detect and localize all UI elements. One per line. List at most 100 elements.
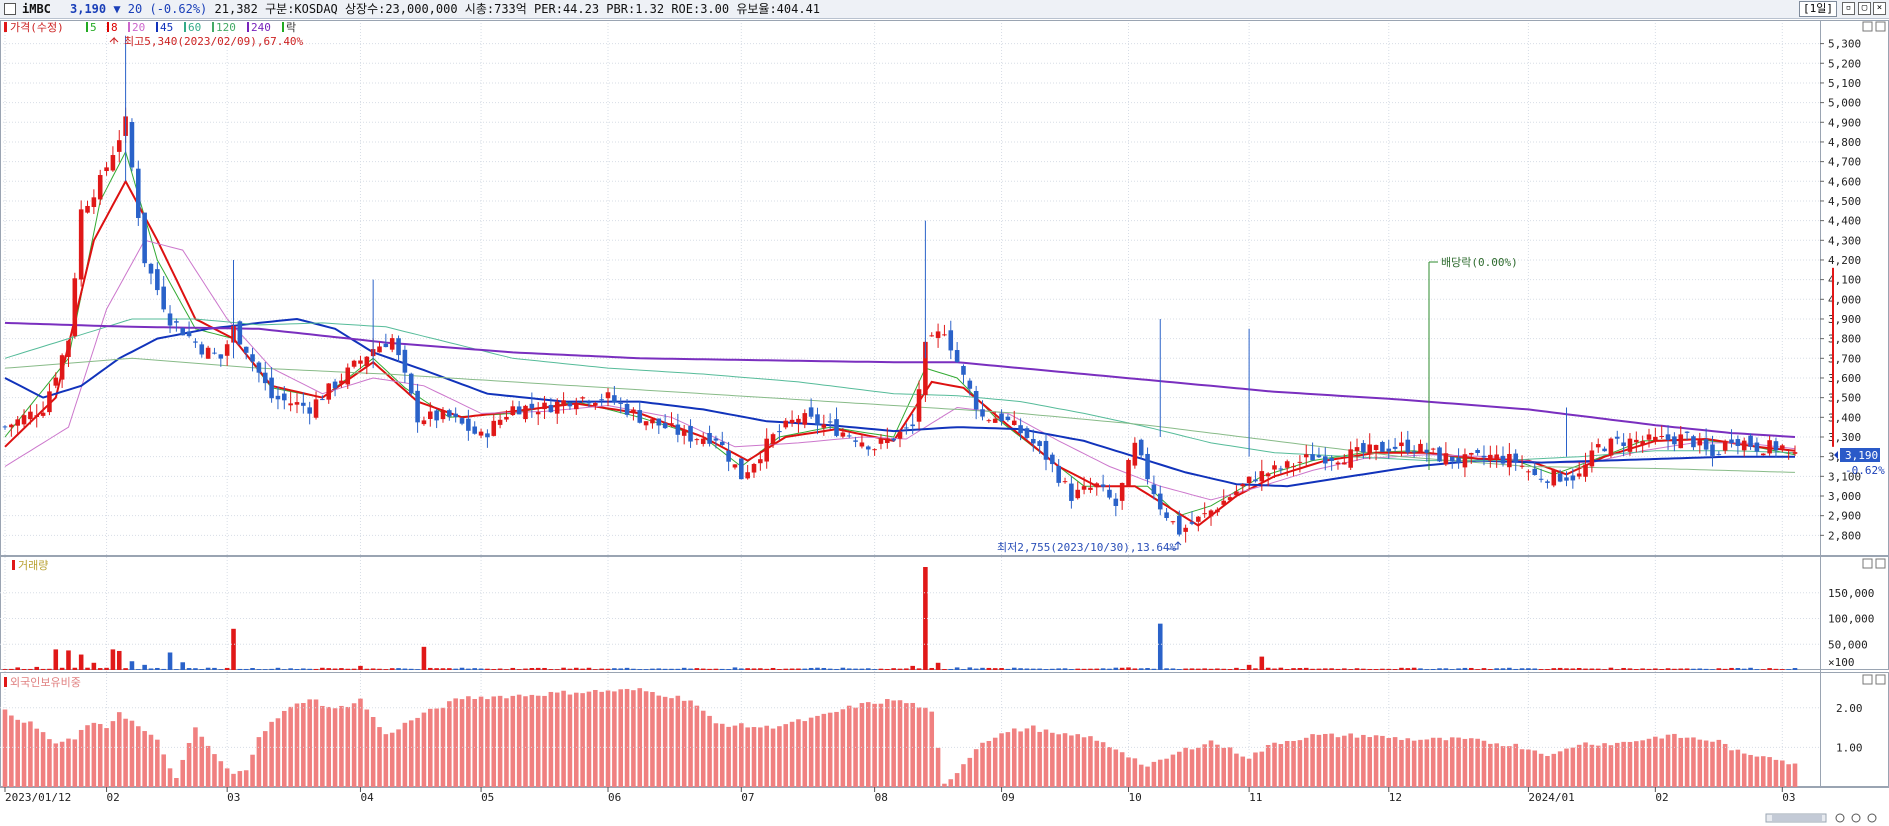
candle — [97, 169, 103, 205]
volume-bar — [1062, 668, 1068, 670]
foreign-bar — [618, 689, 623, 787]
candle — [694, 438, 700, 445]
candle — [827, 413, 833, 429]
volume-bar — [1265, 667, 1271, 670]
panel-close-icon[interactable] — [1875, 674, 1886, 685]
foreign-ownership-bars — [2, 688, 1798, 787]
volume-bar — [986, 667, 992, 670]
foreign-bar — [123, 718, 128, 787]
candle — [1196, 515, 1201, 532]
volume-bar — [199, 669, 205, 670]
panel-controls[interactable] — [1832, 21, 1886, 685]
foreign-bar — [186, 742, 192, 787]
maximize-icon[interactable]: ▢ — [1858, 2, 1871, 15]
foreign-bar — [1760, 756, 1766, 787]
y-tick-label: 4,400 — [1828, 215, 1861, 228]
volume-bar — [383, 669, 389, 670]
candle — [764, 428, 769, 469]
foreign-bar — [1468, 738, 1474, 787]
volume-bar — [980, 667, 985, 670]
volume-bar — [1602, 669, 1607, 670]
volume-bar — [675, 668, 681, 670]
volume-bar — [1278, 667, 1284, 670]
foreign-bar — [377, 727, 382, 787]
volume-bar — [1284, 668, 1290, 670]
volume-bar — [783, 668, 789, 670]
panel-maximize-icon[interactable] — [1862, 21, 1873, 32]
foreign-bar — [1754, 756, 1760, 787]
volume-bar — [53, 649, 59, 670]
candle — [415, 383, 420, 433]
candle — [1088, 477, 1093, 494]
volume-bar — [1564, 668, 1569, 670]
foreign-bar — [1780, 760, 1785, 787]
period-selector[interactable]: [1일] — [1799, 1, 1837, 17]
candle — [1392, 438, 1398, 452]
candle — [1107, 484, 1112, 500]
candle — [954, 342, 960, 364]
candle — [1646, 428, 1652, 448]
ma-line-8 — [4, 179, 1796, 527]
candle — [1259, 459, 1265, 491]
volume-bar — [954, 667, 960, 670]
volume-bar — [1481, 668, 1487, 670]
candle — [1399, 431, 1404, 457]
candle — [1132, 437, 1138, 469]
panel-close-icon[interactable] — [1875, 21, 1886, 32]
y-tick-label: 3,300 — [1828, 431, 1861, 444]
foreign-bar — [929, 711, 935, 787]
x-tick-label: 2024/01 — [1528, 791, 1574, 804]
candle — [1208, 509, 1214, 526]
candle — [1748, 433, 1753, 450]
legend-ma-label: 5 — [90, 21, 97, 34]
candle — [1278, 465, 1284, 474]
candle — [1005, 414, 1011, 422]
foreign-bar — [1259, 751, 1265, 787]
foreign-bar — [973, 749, 979, 787]
candle — [1316, 447, 1322, 459]
candle — [1538, 468, 1544, 483]
foreign-bar — [808, 717, 814, 787]
foreign-bar — [872, 703, 877, 787]
volume-bar — [91, 662, 97, 670]
foreign-bar — [554, 692, 560, 787]
volume-bar — [408, 668, 414, 670]
zoom-reset-icon[interactable] — [1867, 813, 1877, 823]
foreign-bar — [1741, 753, 1747, 787]
candle — [478, 428, 484, 439]
candle — [491, 414, 497, 437]
minimize-icon[interactable]: ▫ — [1842, 2, 1855, 15]
window-menu-icon[interactable] — [4, 3, 16, 15]
foreign-bar — [1640, 740, 1645, 787]
candle — [726, 441, 731, 472]
close-icon[interactable]: × — [1873, 2, 1886, 15]
scroll-zoom-bar[interactable] — [1765, 813, 1877, 823]
candle — [656, 418, 662, 434]
legend-swatch — [128, 22, 130, 32]
zoom-out-icon[interactable] — [1835, 813, 1845, 823]
foreign-bar — [789, 721, 795, 787]
foreign-bar — [1602, 743, 1607, 787]
panel-maximize-icon[interactable] — [1862, 558, 1873, 569]
foreign-bar — [1342, 735, 1347, 787]
candle — [447, 408, 452, 421]
scrollbar-thumb[interactable] — [1772, 815, 1822, 821]
panel-maximize-icon[interactable] — [1862, 674, 1873, 685]
volume-bar — [440, 668, 446, 670]
candle — [1443, 442, 1449, 467]
panel-close-icon[interactable] — [1875, 558, 1886, 569]
candle — [53, 372, 59, 389]
volume-tick-label: 150,000 — [1828, 587, 1874, 600]
candle — [573, 397, 579, 415]
candle — [504, 410, 509, 422]
candle — [808, 398, 814, 419]
volume-bar — [1018, 668, 1023, 670]
volume-bar — [681, 667, 687, 670]
foreign-bar — [1646, 738, 1652, 787]
candle — [669, 412, 674, 428]
volume-bar — [656, 668, 662, 670]
candle — [599, 393, 604, 406]
zoom-in-icon[interactable] — [1851, 813, 1861, 823]
volume-bar — [1468, 667, 1474, 670]
candle — [1380, 440, 1385, 452]
